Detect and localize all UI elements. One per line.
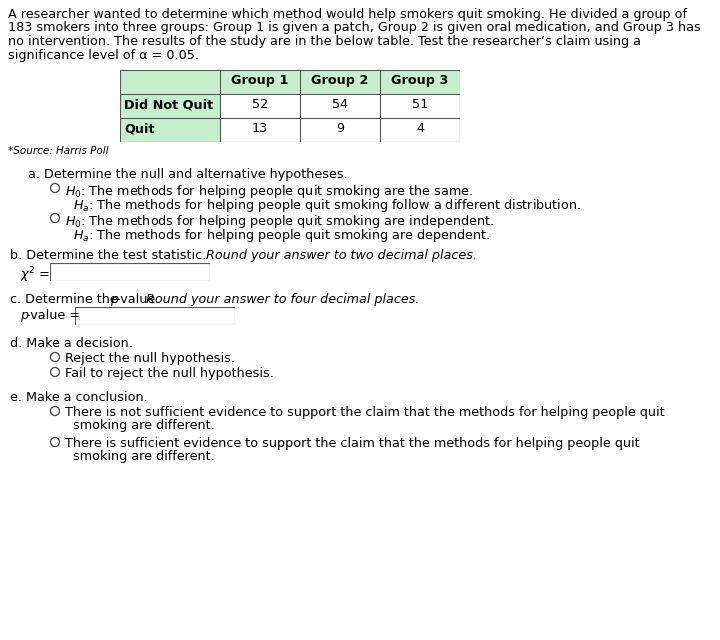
Text: $H_0$: The methods for helping people quit smoking are the same.: $H_0$: The methods for helping people qu… (65, 183, 473, 200)
Text: Quit: Quit (124, 122, 155, 135)
Text: Round your answer to four decimal places.: Round your answer to four decimal places… (146, 293, 419, 306)
Text: Group 2: Group 2 (311, 74, 369, 87)
Text: 183 smokers into three groups: Group 1 is given a patch, Group 2 is given oral m: 183 smokers into three groups: Group 1 i… (8, 22, 701, 35)
Text: $H_a$: The methods for helping people quit smoking follow a different distributi: $H_a$: The methods for helping people qu… (73, 197, 581, 214)
Text: 9: 9 (336, 122, 344, 135)
Text: Group 3: Group 3 (391, 74, 449, 87)
Text: b. Determine the test statistic.: b. Determine the test statistic. (10, 249, 210, 262)
Text: p: p (20, 309, 28, 322)
Text: e. Make a conclusion.: e. Make a conclusion. (10, 391, 148, 404)
Text: There is not sufficient evidence to support the claim that the methods for helpi: There is not sufficient evidence to supp… (65, 406, 665, 419)
Text: 4: 4 (416, 122, 424, 135)
Text: Round your answer to two decimal places.: Round your answer to two decimal places. (206, 249, 477, 262)
Text: $\chi^2$ =: $\chi^2$ = (20, 265, 50, 285)
Text: Did Not Quit: Did Not Quit (124, 98, 213, 111)
Text: -value.: -value. (116, 293, 163, 306)
Text: A researcher wanted to determine which method would help smokers quit smoking. H: A researcher wanted to determine which m… (8, 8, 687, 21)
Text: *Source: Harris Poll: *Source: Harris Poll (8, 146, 109, 156)
Text: 52: 52 (252, 98, 268, 111)
Text: a. Determine the null and alternative hypotheses.: a. Determine the null and alternative hy… (28, 168, 348, 181)
Text: Group 1: Group 1 (231, 74, 289, 87)
Text: $H_a$: The methods for helping people quit smoking are dependent.: $H_a$: The methods for helping people qu… (73, 227, 490, 244)
Text: Reject the null hypothesis.: Reject the null hypothesis. (65, 352, 235, 365)
Text: Fail to reject the null hypothesis.: Fail to reject the null hypothesis. (65, 367, 274, 380)
Text: smoking are different.: smoking are different. (73, 419, 215, 432)
Text: 54: 54 (332, 98, 348, 111)
Text: c. Determine the: c. Determine the (10, 293, 122, 306)
Text: $H_0$: The methods for helping people quit smoking are independent.: $H_0$: The methods for helping people qu… (65, 213, 494, 230)
Text: 13: 13 (252, 122, 268, 135)
Text: smoking are different.: smoking are different. (73, 450, 215, 463)
Text: There is sufficient evidence to support the claim that the methods for helping p: There is sufficient evidence to support … (65, 437, 639, 450)
Text: d. Make a decision.: d. Make a decision. (10, 337, 133, 350)
Text: no intervention. The results of the study are in the below table. Test the resea: no intervention. The results of the stud… (8, 35, 641, 48)
Text: -value =: -value = (26, 309, 80, 322)
Text: 51: 51 (412, 98, 428, 111)
Text: p: p (110, 293, 118, 306)
Text: significance level of α = 0.05.: significance level of α = 0.05. (8, 49, 199, 61)
